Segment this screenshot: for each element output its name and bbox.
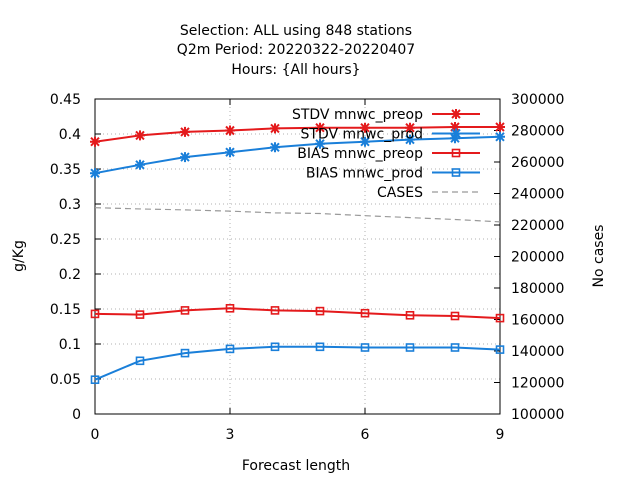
data-point xyxy=(180,306,190,315)
data-point xyxy=(180,348,190,358)
legend-label: STDV mnwc_preop xyxy=(292,107,423,123)
data-point xyxy=(135,130,145,141)
y2-tick-label: 120000 xyxy=(511,376,564,392)
data-point xyxy=(90,136,100,147)
data-point xyxy=(135,356,145,366)
data-point xyxy=(135,159,145,170)
data-point xyxy=(225,147,235,158)
y-tick-label: 0.35 xyxy=(50,162,81,178)
series-stdv-mnwc-preop xyxy=(90,122,505,147)
data-point xyxy=(495,313,505,323)
series-bias-mnwc-prod xyxy=(90,342,505,385)
data-point xyxy=(495,345,505,354)
y-tick-label: 0.25 xyxy=(50,232,81,248)
series-line xyxy=(94,345,501,381)
legend-marker xyxy=(451,109,461,119)
series-line xyxy=(94,126,500,143)
x-tick-label: 3 xyxy=(226,427,235,443)
x-tick-label: 0 xyxy=(91,427,100,443)
legend-entry: STDV mnwc_prod xyxy=(301,127,480,143)
data-point xyxy=(90,168,100,179)
y2-tick-label: 260000 xyxy=(511,155,564,171)
y-tick-label: 0.05 xyxy=(50,372,81,388)
chart-title-line-2: Q2m Period: 20220322-20220407 xyxy=(177,42,415,58)
y2-tick-label: 160000 xyxy=(511,313,564,329)
legend-label: CASES xyxy=(377,185,423,201)
y2-tick-label: 140000 xyxy=(511,344,564,360)
data-point xyxy=(405,134,415,145)
legend-marker xyxy=(451,168,461,177)
data-point xyxy=(270,142,280,153)
data-point xyxy=(315,122,325,133)
series-line xyxy=(94,207,501,223)
y-tick-label: 0.15 xyxy=(50,302,81,318)
x-axis-label: Forecast length xyxy=(242,458,350,474)
data-point xyxy=(180,152,190,163)
series-line xyxy=(94,135,501,175)
data-point xyxy=(405,343,415,352)
y-tick-label: 0 xyxy=(72,407,81,423)
data-point xyxy=(225,344,235,354)
data-point xyxy=(450,311,460,321)
y2-axis-label: No cases xyxy=(591,225,607,288)
y2-tick-label: 200000 xyxy=(511,250,564,266)
y2-tick-label: 100000 xyxy=(511,407,564,423)
y2-tick-label: 300000 xyxy=(511,92,564,108)
legend-label: BIAS mnwc_preop xyxy=(297,146,423,162)
data-point xyxy=(315,306,325,316)
data-point xyxy=(270,123,280,134)
data-point xyxy=(360,136,370,147)
data-point xyxy=(405,122,415,133)
chart-title-line-1: Selection: ALL using 848 stations xyxy=(180,23,412,39)
y-tick-label: 0.1 xyxy=(59,337,81,353)
x-tick-label: 9 xyxy=(496,427,505,443)
series-bias-mnwc-preop xyxy=(90,303,505,323)
data-point xyxy=(180,126,190,137)
chart-title-line-3: Hours: {All hours} xyxy=(231,62,360,78)
data-point xyxy=(315,138,325,149)
y-tick-label: 0.45 xyxy=(50,92,81,108)
y2-tick-label: 240000 xyxy=(511,187,564,203)
y-tick-label: 0.3 xyxy=(59,197,81,213)
series-line xyxy=(94,307,501,320)
legend-label: BIAS mnwc_prod xyxy=(306,166,423,182)
legend-entry: BIAS mnwc_preop xyxy=(297,146,480,162)
y2-tick-label: 180000 xyxy=(511,281,564,297)
data-point xyxy=(135,310,145,319)
y-tick-label: 0.4 xyxy=(59,127,81,143)
legend-marker xyxy=(451,148,461,158)
data-point xyxy=(360,122,370,133)
legend-entry: CASES xyxy=(377,185,480,201)
legend-entry: BIAS mnwc_prod xyxy=(306,166,480,182)
y2-tick-label: 220000 xyxy=(511,218,564,234)
data-point xyxy=(360,343,370,352)
series-cases xyxy=(94,207,501,223)
data-point xyxy=(450,122,460,132)
data-point xyxy=(450,343,460,352)
legend-marker xyxy=(451,128,461,139)
data-point xyxy=(315,342,325,352)
data-point xyxy=(405,310,415,320)
legend-label: STDV mnwc_prod xyxy=(301,127,423,143)
data-point xyxy=(225,303,235,313)
legend-entry: STDV mnwc_preop xyxy=(292,107,480,123)
data-point xyxy=(360,308,370,318)
y-tick-label: 0.2 xyxy=(59,267,81,283)
data-point xyxy=(270,342,280,352)
data-point xyxy=(495,122,505,132)
data-point xyxy=(225,125,235,136)
data-point xyxy=(90,309,100,319)
y2-tick-label: 280000 xyxy=(511,124,564,140)
series-stdv-mnwc-prod xyxy=(90,131,505,179)
x-tick-label: 6 xyxy=(361,427,370,443)
y-axis-label: g/Kg xyxy=(11,240,27,272)
data-point xyxy=(270,306,280,315)
data-point xyxy=(90,375,100,385)
data-point xyxy=(495,131,505,142)
